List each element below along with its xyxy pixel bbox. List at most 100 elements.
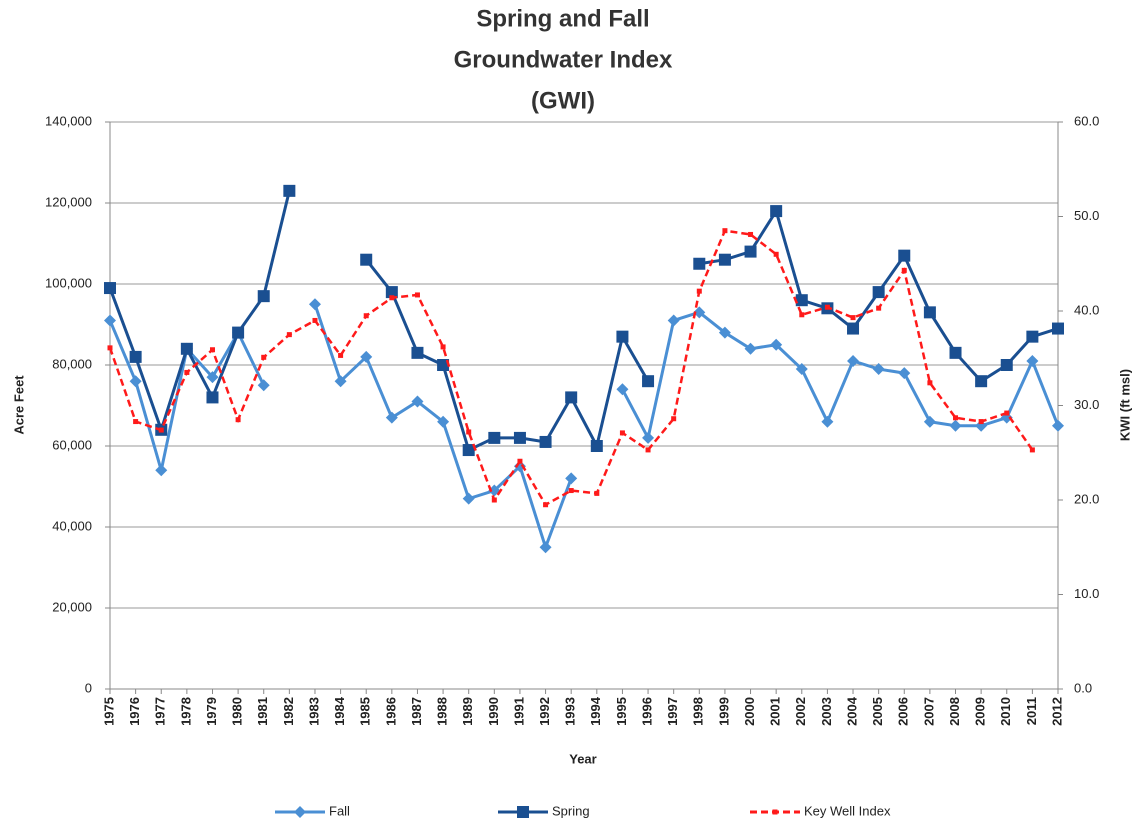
data-point (642, 431, 655, 444)
y2-axis-title: KWI (ft msl) (1117, 369, 1132, 441)
data-point (539, 435, 552, 448)
x-tick-label: 1980 (230, 697, 245, 726)
x-tick-label: 1989 (460, 697, 475, 726)
data-point (261, 354, 267, 360)
x-tick-label: 1995 (614, 697, 629, 726)
data-point (334, 375, 347, 388)
y2-tick-label: 0.0 (1074, 680, 1092, 695)
data-point (671, 416, 677, 422)
x-tick-label: 1999 (716, 697, 731, 726)
x-axis-title: Year (569, 751, 596, 766)
y-tick-label: 0 (85, 680, 92, 695)
data-point (411, 395, 424, 408)
data-point (770, 205, 783, 218)
legend-label: Fall (329, 803, 350, 818)
x-tick-label: 1984 (332, 696, 347, 726)
data-point (411, 346, 424, 359)
data-point (824, 304, 830, 310)
data-point (696, 288, 702, 294)
x-tick-label: 1977 (153, 697, 168, 726)
data-point (773, 251, 779, 257)
data-point (232, 326, 245, 339)
data-point (898, 367, 911, 380)
data-point (748, 231, 754, 237)
data-point (978, 419, 984, 425)
data-point (155, 464, 168, 477)
data-point (872, 286, 885, 299)
data-point (180, 342, 193, 355)
x-tick-label: 1997 (665, 697, 680, 726)
y2-tick-label: 50.0 (1074, 208, 1099, 223)
x-tick-label: 2008 (947, 697, 962, 726)
data-point (949, 419, 962, 432)
data-point (619, 430, 625, 436)
y-tick-label: 60,000 (52, 437, 92, 452)
data-point (667, 314, 680, 327)
data-point (437, 359, 450, 371)
y2-tick-label: 40.0 (1074, 302, 1099, 317)
x-tick-label: 2007 (921, 697, 936, 726)
y2-tick-label: 60.0 (1074, 113, 1099, 128)
data-point (158, 427, 164, 433)
x-tick-label: 1988 (435, 697, 450, 726)
x-tick-label: 2000 (742, 697, 757, 726)
x-tick-label: 2003 (819, 697, 834, 726)
data-point (385, 286, 398, 299)
x-tick-label: 2011 (1024, 697, 1039, 725)
y-axis-title: Acre Feet (11, 375, 26, 435)
data-point (257, 290, 270, 303)
x-tick-label: 1986 (383, 697, 398, 726)
data-point (539, 541, 552, 554)
data-point (975, 375, 988, 388)
data-point (466, 429, 472, 435)
data-point (385, 411, 398, 424)
data-point (513, 431, 526, 444)
x-tick-label: 1982 (281, 697, 296, 726)
data-point (872, 363, 885, 376)
data-point (1052, 419, 1064, 432)
data-point (847, 354, 860, 367)
legend-marker (517, 806, 529, 818)
y-tick-label: 80,000 (52, 356, 92, 371)
data-point (107, 345, 113, 351)
x-tick-label: 1981 (255, 697, 270, 726)
data-point (594, 490, 600, 496)
data-point (283, 184, 296, 197)
data-point (129, 350, 142, 363)
chart-title: Groundwater Index (454, 46, 673, 73)
legend-label: Spring (552, 803, 590, 818)
data-point (312, 317, 318, 323)
data-point (616, 330, 629, 343)
y2-tick-label: 30.0 (1074, 397, 1099, 412)
x-tick-label: 2002 (793, 697, 808, 726)
x-tick-label: 1987 (409, 697, 424, 726)
data-point (360, 253, 373, 266)
data-point (1029, 447, 1035, 453)
series-line (108, 303, 1060, 552)
data-point (488, 431, 501, 444)
data-point (565, 472, 578, 485)
y2-tick-label: 20.0 (1074, 491, 1099, 506)
x-tick-label: 1993 (563, 697, 578, 726)
data-point (1000, 359, 1013, 371)
data-point (953, 415, 959, 421)
data-point (847, 322, 860, 335)
data-point (206, 391, 219, 404)
data-point (876, 305, 882, 311)
x-tick-label: 1990 (486, 697, 501, 726)
data-point (590, 440, 603, 452)
x-tick-label: 1978 (178, 697, 193, 726)
x-tick-label: 1998 (691, 697, 706, 726)
data-point (1026, 330, 1039, 343)
data-point (718, 326, 731, 339)
data-point (462, 444, 475, 457)
data-point (363, 313, 369, 319)
data-point (901, 267, 907, 273)
chart-title: Spring and Fall (476, 5, 649, 32)
data-point (104, 314, 116, 327)
data-point (133, 419, 139, 425)
x-tick-label: 2010 (998, 697, 1013, 726)
data-point (513, 460, 526, 473)
data-point (129, 375, 142, 388)
